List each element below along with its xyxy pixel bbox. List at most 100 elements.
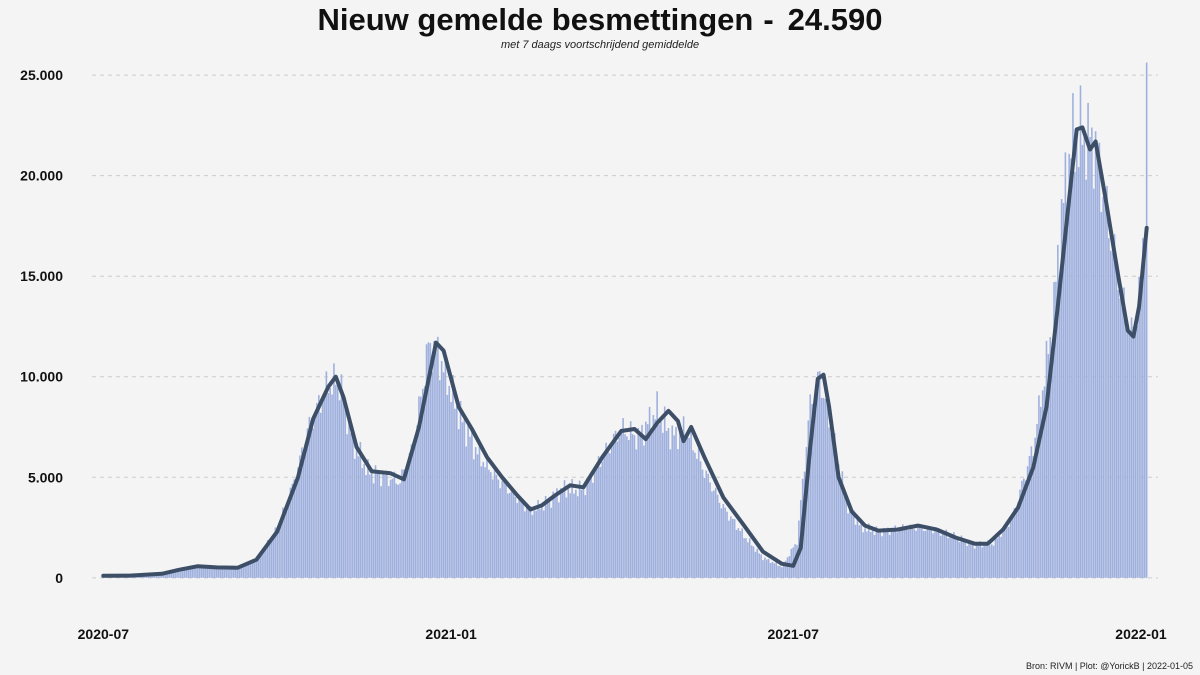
daily-bar	[306, 428, 309, 578]
daily-bar	[437, 336, 439, 578]
daily-bar	[724, 507, 726, 578]
daily-bar	[650, 434, 653, 578]
daily-bar	[924, 530, 927, 578]
daily-bar	[1047, 354, 1050, 578]
daily-bar	[342, 397, 345, 578]
daily-bar	[450, 401, 452, 578]
daily-bar	[293, 479, 296, 578]
daily-bar	[374, 465, 377, 578]
daily-bar	[474, 447, 477, 578]
daily-bar	[446, 394, 449, 578]
daily-bar	[737, 528, 740, 578]
daily-bar	[444, 352, 447, 578]
daily-bar	[841, 471, 844, 578]
daily-bar	[529, 505, 532, 578]
daily-bar	[327, 393, 330, 578]
daily-bar	[747, 542, 749, 578]
daily-bar	[263, 547, 265, 578]
daily-bar	[503, 480, 505, 578]
daily-bar	[578, 480, 581, 578]
daily-bar	[883, 528, 885, 578]
daily-bar	[637, 427, 640, 578]
daily-bar	[214, 566, 216, 578]
daily-bar	[416, 425, 418, 578]
daily-bar	[310, 420, 313, 578]
daily-bar	[370, 471, 373, 578]
daily-bar	[983, 544, 985, 578]
daily-bar	[372, 483, 375, 578]
daily-bar	[1106, 185, 1108, 578]
daily-bar	[378, 471, 381, 578]
daily-bar	[852, 510, 855, 578]
daily-bar	[1089, 136, 1091, 578]
daily-bar	[1075, 140, 1078, 578]
daily-bar	[261, 554, 263, 578]
daily-bar	[896, 532, 898, 578]
daily-bar	[550, 507, 553, 578]
daily-bar	[1140, 281, 1142, 578]
daily-bar	[998, 536, 1001, 578]
daily-bar	[208, 567, 210, 578]
daily-bar	[297, 467, 299, 578]
daily-bar	[350, 432, 352, 578]
daily-bar	[595, 464, 598, 578]
daily-bar	[979, 541, 982, 578]
daily-bar	[822, 397, 825, 578]
daily-bar	[902, 524, 904, 578]
daily-bar	[932, 533, 934, 578]
daily-bar	[752, 546, 755, 578]
daily-bar	[854, 524, 857, 578]
daily-bar	[346, 434, 348, 578]
daily-bar	[582, 488, 585, 578]
daily-bar	[775, 562, 777, 578]
daily-bar	[849, 504, 851, 578]
daily-bar	[510, 487, 513, 578]
daily-bar	[892, 529, 895, 578]
daily-bar	[593, 469, 596, 578]
daily-bar	[711, 491, 713, 578]
daily-bar	[1011, 514, 1014, 578]
daily-bar	[476, 454, 479, 578]
daily-bar	[809, 394, 812, 578]
daily-bar	[962, 541, 965, 578]
daily-bar	[223, 567, 226, 578]
daily-bar	[352, 428, 354, 578]
daily-bar	[987, 540, 989, 578]
daily-bar	[928, 527, 931, 578]
daily-bar	[1051, 351, 1053, 578]
x-axis: 2020-07 2021-01 2021-07 2022-01	[78, 626, 1167, 642]
daily-bar	[970, 543, 972, 578]
daily-bar	[308, 416, 311, 578]
daily-bar	[684, 440, 687, 578]
daily-bar	[357, 456, 360, 578]
x-tick-label: 2021-01	[425, 626, 477, 642]
daily-bar	[301, 447, 303, 578]
daily-bar	[845, 494, 847, 578]
daily-bar	[1098, 142, 1101, 578]
daily-bar	[204, 567, 207, 578]
daily-bar	[361, 468, 364, 578]
daily-bar	[433, 341, 435, 578]
daily-bar	[648, 406, 651, 578]
daily-bar	[302, 452, 305, 578]
daily-bar	[1045, 340, 1048, 578]
daily-bar	[915, 530, 917, 578]
y-tick-label: 5.000	[28, 469, 63, 485]
daily-bar	[429, 343, 432, 578]
daily-bar	[782, 561, 785, 578]
daily-bar	[671, 425, 674, 578]
daily-bar	[539, 509, 541, 578]
daily-bar	[605, 442, 607, 578]
daily-bar	[592, 482, 594, 578]
daily-bar	[1053, 282, 1055, 578]
daily-bar	[888, 534, 891, 578]
daily-bar	[563, 480, 566, 578]
daily-bar	[954, 539, 957, 578]
daily-bar	[183, 568, 186, 578]
daily-bar	[440, 361, 443, 578]
daily-bar	[1028, 455, 1031, 578]
daily-bar	[635, 449, 638, 578]
daily-bar	[745, 538, 747, 578]
daily-bar	[418, 396, 420, 578]
daily-bar	[1015, 508, 1018, 578]
